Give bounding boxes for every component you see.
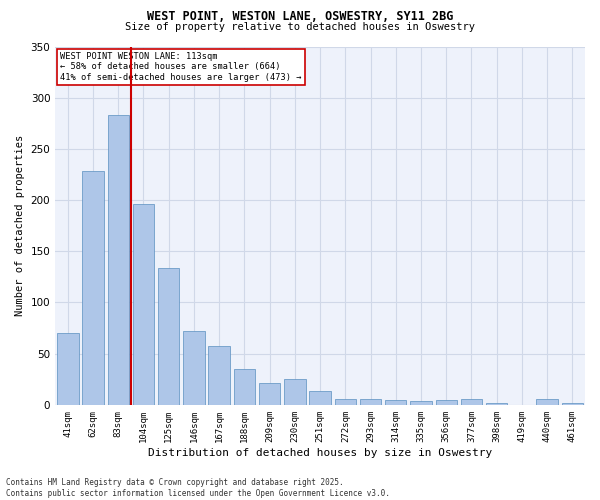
Text: WEST POINT, WESTON LANE, OSWESTRY, SY11 2BG: WEST POINT, WESTON LANE, OSWESTRY, SY11 … bbox=[147, 10, 453, 23]
Bar bbox=[133, 204, 154, 405]
Bar bbox=[57, 333, 79, 405]
Bar bbox=[486, 403, 508, 405]
Bar bbox=[208, 346, 230, 405]
Bar bbox=[233, 369, 255, 405]
Bar bbox=[461, 398, 482, 405]
Bar bbox=[385, 400, 406, 405]
Bar bbox=[310, 390, 331, 405]
Bar bbox=[335, 398, 356, 405]
Bar bbox=[107, 115, 129, 405]
Bar bbox=[360, 398, 381, 405]
Bar bbox=[436, 400, 457, 405]
Bar bbox=[259, 384, 280, 405]
Bar bbox=[284, 379, 305, 405]
Text: Size of property relative to detached houses in Oswestry: Size of property relative to detached ho… bbox=[125, 22, 475, 32]
Text: Contains HM Land Registry data © Crown copyright and database right 2025.
Contai: Contains HM Land Registry data © Crown c… bbox=[6, 478, 390, 498]
Bar bbox=[82, 172, 104, 405]
Y-axis label: Number of detached properties: Number of detached properties bbox=[15, 135, 25, 316]
Bar bbox=[410, 400, 432, 405]
X-axis label: Distribution of detached houses by size in Oswestry: Distribution of detached houses by size … bbox=[148, 448, 492, 458]
Bar bbox=[562, 403, 583, 405]
Bar bbox=[536, 398, 558, 405]
Bar bbox=[183, 331, 205, 405]
Text: WEST POINT WESTON LANE: 113sqm
← 58% of detached houses are smaller (664)
41% of: WEST POINT WESTON LANE: 113sqm ← 58% of … bbox=[61, 52, 302, 82]
Bar bbox=[158, 268, 179, 405]
